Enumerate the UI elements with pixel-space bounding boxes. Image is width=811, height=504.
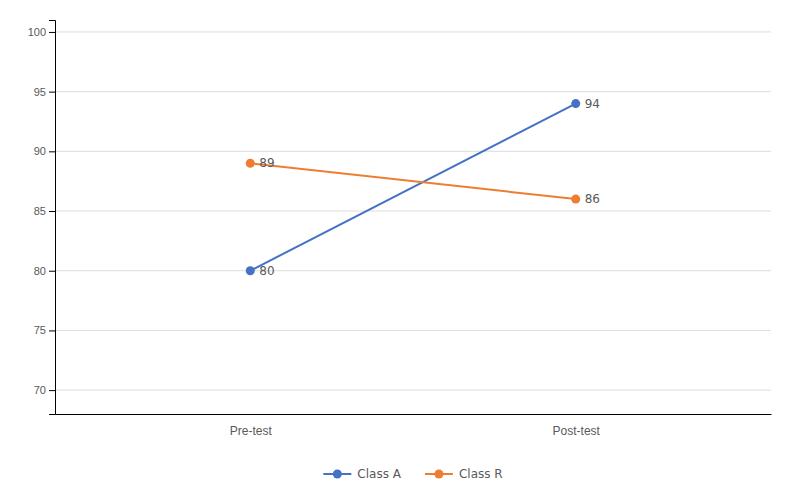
y-tick-mark [49,32,55,33]
series-marker [246,159,255,168]
y-tick-mark [49,151,55,152]
y-tick-mark [49,390,55,391]
series-line [250,104,575,271]
x-tick-label: Post-test [553,424,601,438]
legend-label: Class A [357,467,401,481]
legend-item: Class R [425,467,503,481]
y-axis-line [49,21,56,415]
y-tick-mark [49,211,55,212]
x-axis: Pre-test Post-test [56,415,772,438]
series-line [250,163,575,199]
grid [55,32,771,390]
series-marker [246,266,255,275]
grid-line [55,31,771,32]
y-tick: 80 [34,265,55,277]
x-tick-label: Pre-test [230,424,273,438]
y-tick: 100 [28,26,55,38]
grid-line [55,151,771,152]
y-tick: 95 [34,86,55,98]
y-tick-mark [49,330,55,331]
x-axis-line [56,414,772,415]
plot: 70 75 80 85 90 95 100 Pre-test Post-test 80 94 89 86 [28,21,772,438]
grid-line [55,91,771,92]
data-label: 89 [259,156,274,170]
y-tick-label: 75 [34,324,46,336]
legend-marker [333,470,342,479]
legend: Class A Class R [323,467,502,481]
y-tick-label: 100 [28,26,46,38]
y-tick-label: 85 [34,205,46,217]
grid-line [55,390,771,391]
legend-marker [434,470,443,479]
data-labels: 80 94 89 86 [259,97,600,278]
y-tick-mark [49,92,55,93]
grid-line [55,330,771,331]
grid-line [55,211,771,212]
data-label: 80 [259,264,274,278]
y-axis: 70 75 80 85 90 95 100 [28,21,56,415]
y-tick-mark [49,271,55,272]
data-label: 94 [585,97,600,111]
y-tick-label: 70 [34,384,46,396]
data-label: 86 [585,192,600,206]
marks [246,99,580,275]
legend-label: Class R [459,467,503,481]
y-tick-label: 90 [34,145,46,157]
y-tick-label: 95 [34,86,46,98]
y-tick: 75 [34,324,55,336]
y-tick: 90 [34,145,55,157]
grid-line [55,270,771,271]
x-tick: Pre-test [230,424,273,438]
y-tick: 85 [34,205,55,217]
y-tick-label: 80 [34,265,46,277]
legend-item: Class A [323,467,401,481]
y-tick: 70 [34,384,55,396]
series-marker [571,99,580,108]
chart: 70 75 80 85 90 95 100 Pre-test Post-test 80 94 89 86… [0,0,811,504]
series-marker [571,195,580,204]
x-tick: Post-test [553,424,601,438]
